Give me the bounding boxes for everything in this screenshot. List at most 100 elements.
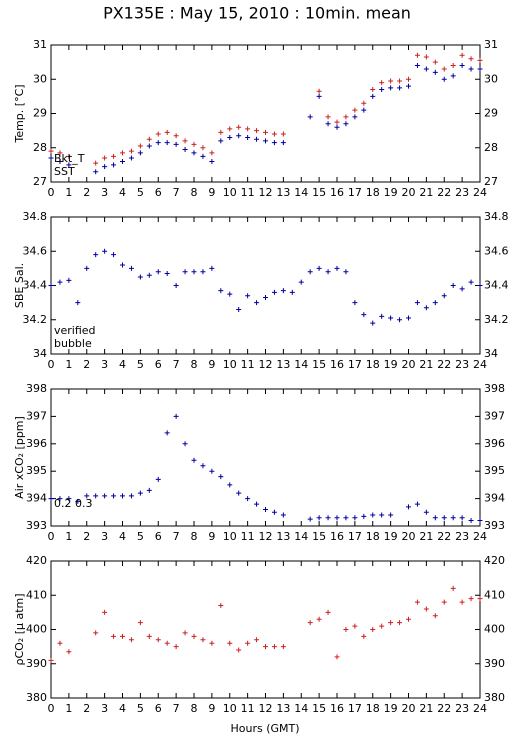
data-point [191, 633, 197, 639]
data-point [280, 288, 286, 294]
data-point [334, 124, 340, 130]
data-point [316, 515, 322, 521]
x-tick-label: 16 [330, 186, 344, 199]
data-point [316, 88, 322, 94]
y-tick-label-right: 390 [484, 657, 505, 670]
data-point [128, 637, 134, 643]
y-tick-label: 390 [26, 657, 47, 670]
x-tick-label: 21 [419, 358, 433, 371]
x-tick-label: 22 [437, 358, 451, 371]
data-point [325, 121, 331, 127]
data-point [120, 633, 125, 639]
data-point [397, 85, 403, 91]
x-tick-label: 11 [241, 186, 255, 199]
data-point [245, 134, 251, 140]
data-point [182, 269, 188, 275]
y-tick-label-right: 27 [484, 175, 498, 188]
x-tick-label: 5 [137, 530, 144, 543]
data-point [254, 128, 260, 134]
data-point [343, 114, 349, 120]
data-point [146, 272, 152, 278]
data-point [361, 107, 367, 113]
x-axis-label: Hours (GMT) [230, 722, 299, 735]
y-tick-label: 31 [33, 38, 47, 51]
data-point [414, 501, 420, 507]
data-point [218, 474, 224, 480]
x-tick-label: 22 [437, 702, 451, 715]
y-tick-label: 27 [33, 175, 47, 188]
data-point [66, 162, 72, 168]
x-tick-label: 17 [348, 186, 362, 199]
data-point [263, 644, 268, 650]
x-tick-label: 15 [312, 702, 326, 715]
x-tick-label: 0 [48, 702, 55, 715]
x-tick-label: 6 [155, 530, 162, 543]
data-point [236, 133, 242, 139]
data-point [379, 313, 385, 319]
data-point [361, 633, 367, 639]
data-point [388, 85, 394, 91]
data-point [343, 269, 349, 275]
y-tick-label-right: 34.2 [484, 313, 509, 326]
data-point [361, 312, 367, 318]
data-point [200, 153, 206, 159]
data-point [450, 515, 456, 521]
data-point [173, 644, 179, 650]
data-point [406, 76, 411, 82]
x-tick-label: 1 [65, 530, 72, 543]
data-point [414, 52, 420, 58]
x-tick-label: 24 [473, 186, 487, 199]
legend-label: bubble [54, 337, 92, 350]
data-point [245, 293, 251, 299]
x-tick-label: 8 [191, 186, 198, 199]
data-point [120, 150, 125, 156]
data-point [137, 490, 143, 496]
data-point [450, 283, 456, 288]
annotation: 0.2 0.3 [54, 497, 92, 510]
data-point [423, 54, 429, 60]
data-point [370, 627, 376, 632]
data-point [227, 640, 233, 646]
y-tick-label: 29 [33, 107, 47, 120]
data-point [227, 134, 233, 140]
x-tick-label: 17 [348, 358, 362, 371]
data-point [388, 620, 394, 626]
data-point [200, 637, 206, 643]
legend-label: SST [54, 165, 75, 178]
data-point [164, 430, 170, 436]
x-tick-label: 20 [402, 702, 416, 715]
data-point [406, 616, 411, 622]
data-point [218, 603, 224, 609]
data-point [137, 274, 143, 280]
data-point [102, 609, 108, 615]
data-point [477, 57, 483, 63]
data-point [57, 279, 63, 285]
data-point [111, 162, 117, 168]
data-point [325, 269, 331, 275]
y-tick-label: 30 [33, 72, 47, 85]
x-tick-label: 8 [191, 702, 198, 715]
data-point [370, 93, 376, 99]
data-point [173, 413, 179, 419]
data-point [84, 265, 90, 271]
x-tick-label: 20 [402, 530, 416, 543]
data-point [406, 504, 411, 510]
x-tick-label: 20 [402, 186, 416, 199]
x-tick-label: 15 [312, 530, 326, 543]
y-tick-label: 420 [26, 554, 47, 567]
y-tick-label: 396 [26, 437, 47, 450]
data-point [209, 265, 215, 271]
y-tick-label: 400 [26, 623, 47, 636]
data-point [209, 150, 215, 156]
y-tick-label-right: 396 [484, 437, 505, 450]
x-tick-label: 10 [223, 530, 237, 543]
data-point [441, 515, 447, 521]
y-tick-label: 410 [26, 588, 47, 601]
data-point [218, 129, 224, 135]
x-tick-label: 8 [191, 358, 198, 371]
data-point [191, 141, 197, 147]
plot-frame [50, 388, 481, 527]
x-tick-label: 16 [330, 702, 344, 715]
x-tick-label: 2 [83, 358, 90, 371]
data-point [75, 300, 81, 306]
